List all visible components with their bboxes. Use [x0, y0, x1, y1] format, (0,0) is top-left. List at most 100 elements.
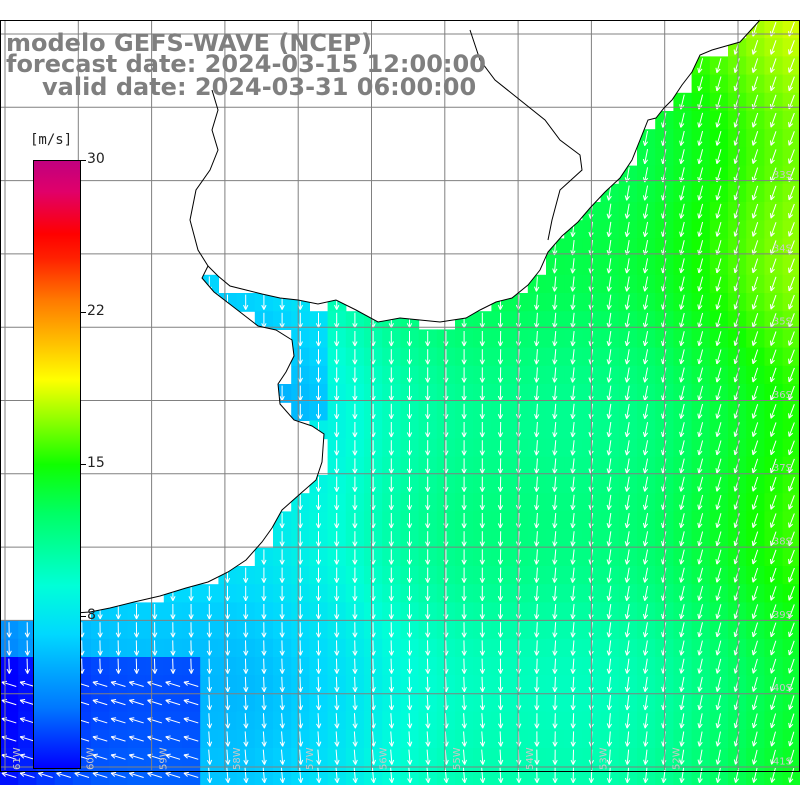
wind-arrow	[388, 531, 394, 547]
wind-arrow	[570, 385, 576, 401]
wind-arrow	[183, 771, 199, 778]
wind-arrow	[697, 112, 704, 128]
wind-arrow	[751, 658, 758, 674]
wind-arrow	[243, 694, 249, 711]
wind-arrow	[552, 367, 558, 383]
wind-arrow	[152, 640, 158, 656]
wind-arrow	[388, 694, 395, 711]
wind-arrow	[497, 330, 504, 347]
wind-arrow	[606, 331, 612, 347]
wind-arrow	[334, 694, 340, 711]
wind-arrow	[406, 494, 413, 511]
wind-arrow	[788, 222, 795, 237]
wind-arrow	[606, 440, 612, 456]
wind-arrow	[279, 676, 285, 693]
wind-arrow	[19, 735, 35, 742]
wind-arrow	[769, 549, 777, 565]
wind-arrow	[769, 440, 777, 456]
wind-arrow	[334, 531, 340, 547]
wind-arrow	[624, 185, 630, 201]
wind-arrow	[552, 494, 558, 511]
wind-arrow	[679, 112, 685, 128]
wind-arrow	[751, 385, 759, 401]
wind-arrow	[497, 367, 504, 383]
wind-arrow	[425, 367, 431, 383]
wind-arrow	[115, 622, 121, 638]
wind-arrow	[352, 694, 358, 711]
wind-arrow	[769, 531, 777, 547]
wind-arrow	[352, 603, 358, 620]
wind-arrow	[769, 495, 777, 510]
wind-arrow	[352, 767, 358, 784]
wind-arrow	[606, 294, 612, 310]
wind-arrow	[224, 585, 231, 602]
wind-arrow	[552, 440, 558, 456]
longitude-label: 56W	[379, 747, 390, 770]
wind-arrow	[643, 731, 649, 747]
wind-arrow	[534, 676, 540, 693]
wind-arrow	[334, 331, 340, 347]
wind-arrow	[479, 658, 486, 674]
wind-arrow	[624, 167, 630, 183]
wind-arrow	[206, 749, 213, 765]
wind-arrow	[316, 749, 322, 765]
wind-arrow	[206, 731, 213, 747]
wind-arrow	[243, 676, 249, 693]
wind-arrow	[751, 222, 759, 237]
wind-arrow	[497, 403, 504, 420]
wind-arrow	[92, 699, 108, 706]
wind-arrow	[606, 203, 612, 219]
wind-arrow	[751, 622, 759, 638]
wind-arrow	[624, 749, 631, 765]
wind-arrow	[751, 531, 759, 547]
wind-arrow	[715, 531, 722, 547]
wind-arrow	[751, 276, 759, 292]
wind-arrow	[679, 585, 685, 601]
wind-arrow	[570, 349, 576, 365]
wind-arrow	[128, 680, 144, 687]
wind-arrow	[183, 717, 199, 724]
wind-arrow	[552, 749, 558, 765]
wind-arrow	[552, 567, 558, 583]
wind-arrow	[225, 749, 231, 765]
wind-arrow	[534, 385, 540, 401]
wind-arrow	[92, 680, 108, 687]
wind-arrow	[624, 694, 631, 711]
wind-arrow	[19, 771, 35, 778]
wind-arrow	[165, 735, 181, 742]
wind-arrow	[679, 549, 685, 565]
wind-arrow	[606, 767, 613, 784]
wind-arrow	[769, 203, 777, 219]
wind-arrow	[624, 349, 630, 365]
wind-arrow	[697, 185, 704, 201]
wind-arrow	[606, 749, 613, 765]
wind-arrow	[642, 476, 649, 492]
wind-arrow	[315, 331, 322, 347]
wind-arrow	[206, 622, 212, 638]
wind-arrow	[352, 531, 358, 547]
wind-arrow	[425, 713, 431, 729]
wind-arrow	[715, 567, 722, 583]
wind-arrow	[570, 658, 576, 674]
wind-arrow	[788, 367, 795, 383]
wind-arrow	[170, 658, 176, 674]
wind-arrow	[679, 749, 685, 765]
wind-arrow	[552, 276, 558, 292]
wind-arrow	[115, 603, 121, 620]
wind-arrow	[352, 640, 358, 656]
wind-arrow	[243, 749, 249, 765]
wind-arrow	[243, 767, 249, 784]
wind-arrow	[352, 658, 358, 674]
wind-arrow	[642, 640, 649, 656]
wind-arrow	[479, 349, 485, 365]
wind-arrow	[570, 749, 576, 765]
wind-arrow	[352, 622, 358, 638]
wind-arrow	[624, 331, 630, 347]
wind-arrow	[606, 494, 612, 510]
wind-arrow	[570, 421, 576, 438]
wind-arrow	[334, 567, 340, 583]
wind-arrow	[788, 749, 795, 765]
wind-arrow	[751, 731, 758, 747]
wind-arrow	[388, 749, 395, 765]
wind-arrow	[788, 640, 795, 656]
